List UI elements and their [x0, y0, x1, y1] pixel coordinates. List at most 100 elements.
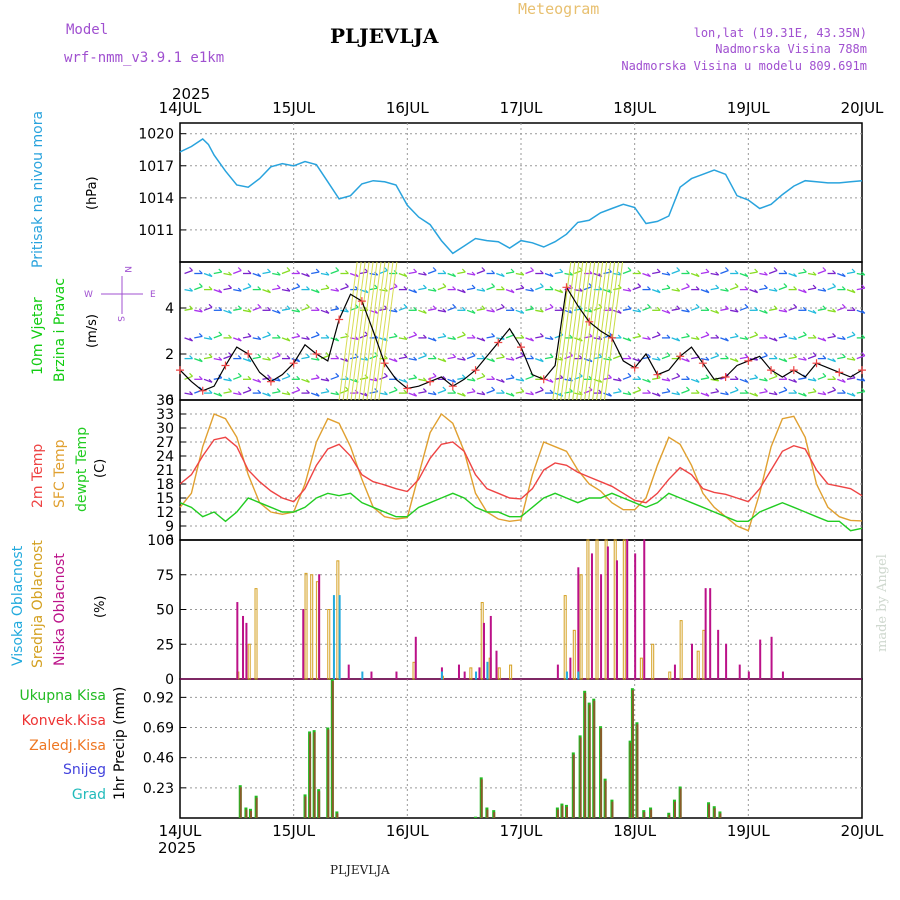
precip-conv-bar — [572, 754, 575, 818]
precip-total-bar — [474, 816, 478, 818]
wind-arrow-head — [783, 332, 788, 337]
wind-arrow-head — [442, 386, 447, 391]
wind-arrow — [535, 285, 544, 291]
x-tick-bottom: 18JUL — [613, 822, 656, 840]
precip-conv-bar — [673, 801, 676, 818]
wind-arrow-head — [549, 286, 554, 291]
wind-arrow-head — [500, 273, 505, 277]
wind-arrow — [788, 356, 797, 360]
wind-arrow-head — [228, 352, 232, 357]
wind-arrow-head — [383, 372, 388, 377]
wind-arrow-head — [520, 388, 525, 393]
low-cloud-bar — [691, 643, 693, 680]
wind-arrow-head — [724, 337, 729, 342]
wind-gust-marker — [426, 377, 435, 386]
wind-arrow-head — [724, 287, 729, 292]
wind-arrow-head — [471, 334, 476, 339]
cloud-unit: (%) — [93, 596, 108, 619]
wind-arrow — [437, 285, 447, 291]
wind-arrow — [632, 285, 641, 291]
wind-arrow-head — [773, 355, 778, 360]
wind-arrow-head — [247, 308, 252, 313]
wind-arrow-head — [335, 391, 340, 396]
wind-arrow — [749, 334, 758, 339]
wind-strong-band — [552, 261, 572, 401]
wind-strong-band — [362, 261, 382, 401]
wind-arrow-head — [189, 372, 193, 377]
x-tick-top: 19JUL — [727, 99, 770, 117]
wind-arrow-head — [617, 334, 622, 339]
wind-arrow — [418, 272, 427, 276]
wind-arrow — [730, 335, 739, 339]
panels: 14JUL 14JUL 15JUL 15JUL 16JUL 16JUL 17JUL 17JUL… — [138, 99, 884, 840]
precip-ytick: 0.23 — [143, 781, 174, 797]
wind-arrow-head — [627, 305, 632, 310]
wind-arrow-head — [247, 270, 252, 274]
wind-arrow — [223, 287, 232, 291]
wind-arrow-head — [481, 267, 486, 271]
wind-arrow-head — [647, 273, 651, 277]
wind-arrow-head — [686, 283, 690, 288]
wind-strong-band — [560, 261, 580, 401]
wind-arrow-head — [656, 331, 661, 336]
x-tick-bottom: 16JUL — [386, 822, 429, 840]
wind-arrow — [466, 287, 476, 291]
wind-arrow-head — [549, 378, 554, 383]
wind-arrow-head — [608, 392, 612, 397]
wind-arrow-head — [841, 389, 846, 394]
high-cloud-bar — [338, 595, 341, 680]
wind-arrow — [213, 357, 222, 361]
wind-arrow-head — [861, 334, 866, 339]
precip-conv-bar — [331, 681, 334, 818]
wind-arrow — [613, 378, 622, 382]
wind-arrow — [613, 354, 622, 360]
wind-arrow-head — [383, 267, 388, 271]
wind-arrow-head — [189, 391, 193, 396]
wind-arrow-head — [257, 378, 262, 383]
wind-arrow-head — [413, 289, 418, 294]
wind-arrow-head — [432, 287, 437, 292]
wind-gust-marker — [198, 386, 207, 395]
wind-arrow-head — [861, 377, 866, 382]
wind-strong-band — [354, 261, 374, 401]
wind-arrow-head — [637, 308, 642, 313]
low-cloud-bar — [463, 671, 466, 680]
wind-arrow-head — [647, 378, 651, 383]
wind-arrow-head — [861, 271, 866, 276]
wind-arrow-head — [812, 377, 817, 382]
wind-arrow — [291, 335, 300, 339]
wind-arrow — [749, 271, 758, 275]
wind-arrow — [427, 269, 437, 275]
low-cloud-bar — [634, 553, 637, 680]
wind-arrow — [340, 285, 349, 291]
low-cloud-bar — [482, 622, 485, 680]
wind-arrow — [768, 269, 778, 275]
mid-cloud-bar — [702, 629, 706, 680]
wind-arrow-head — [325, 271, 330, 276]
wind-arrow-head — [413, 331, 418, 336]
mid-cloud-bar — [315, 581, 319, 680]
precip-conv-bar — [336, 813, 339, 818]
wind-arrow — [233, 392, 242, 396]
mid-cloud-bar — [679, 620, 683, 680]
wind-arrow-head — [734, 358, 739, 363]
wind-strong-band — [556, 261, 576, 401]
wind-arrow-head — [422, 377, 427, 382]
wind-arrow-head — [306, 335, 310, 340]
wind-arrow-head — [491, 283, 495, 288]
wind-arrow-head — [539, 386, 544, 391]
wind-arrow — [515, 354, 525, 360]
compass-e: E — [150, 290, 156, 300]
wind-arrow-head — [763, 334, 768, 339]
wind-arrow — [642, 306, 651, 311]
wind-arrow — [827, 335, 836, 339]
wind-gust-marker — [812, 359, 821, 368]
wind-arrow — [359, 334, 369, 339]
wind-gust-marker — [335, 315, 344, 324]
wind-arrow — [281, 392, 291, 396]
x-tick-top: 14JUL — [159, 99, 202, 117]
wind-arrow-head — [832, 386, 836, 391]
wind-arrow-head — [686, 270, 690, 274]
wind-arrow-head — [559, 306, 564, 311]
wind-gust-marker — [744, 356, 753, 365]
